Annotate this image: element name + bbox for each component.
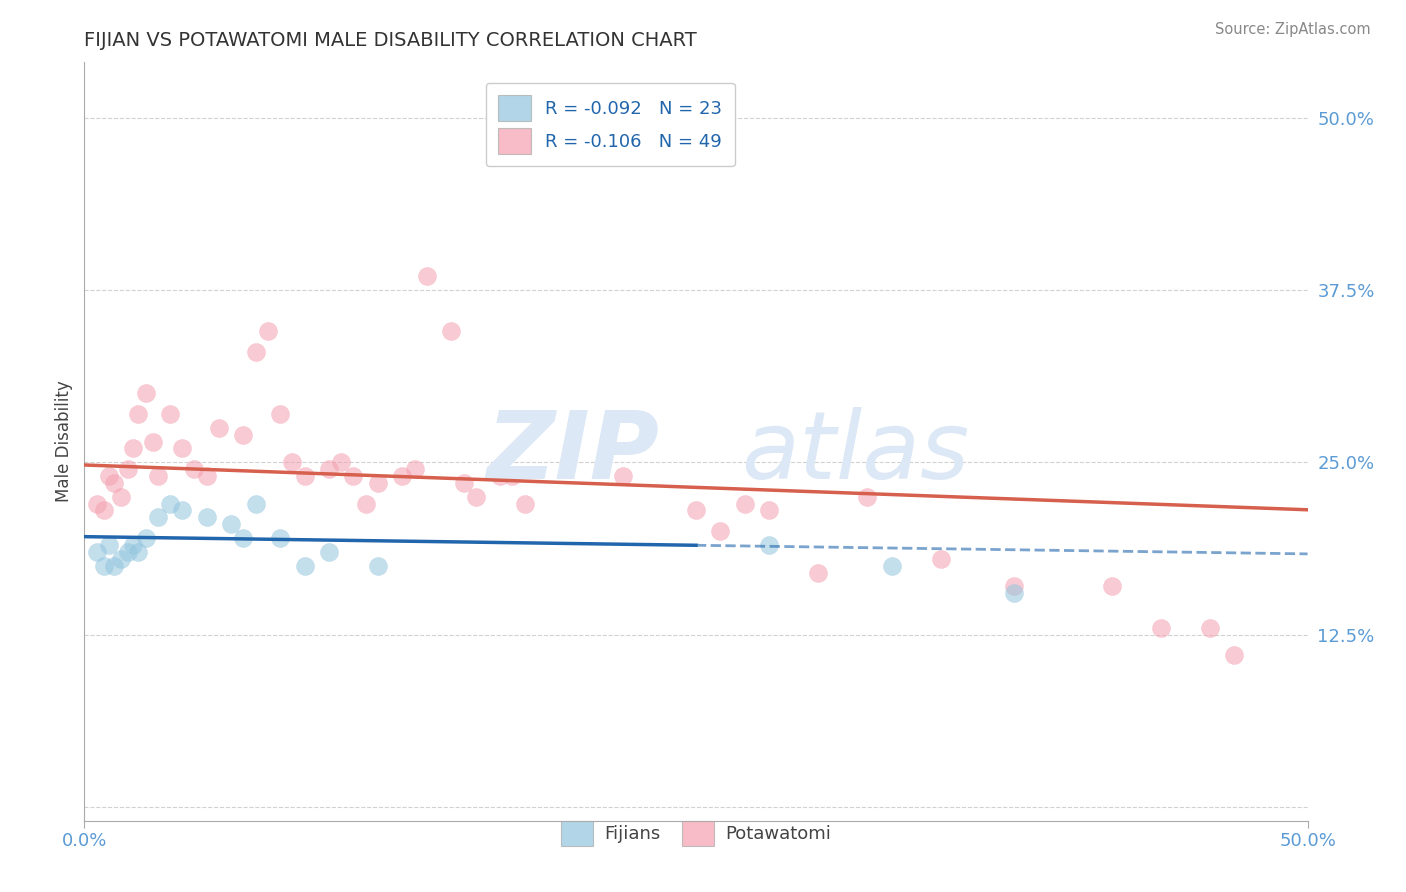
Text: Source: ZipAtlas.com: Source: ZipAtlas.com [1215,22,1371,37]
Y-axis label: Male Disability: Male Disability [55,381,73,502]
Text: ZIP: ZIP [486,407,659,499]
Text: atlas: atlas [741,408,969,499]
Legend: Fijians, Potawatomi: Fijians, Potawatomi [554,814,838,854]
Text: FIJIAN VS POTAWATOMI MALE DISABILITY CORRELATION CHART: FIJIAN VS POTAWATOMI MALE DISABILITY COR… [84,30,697,50]
